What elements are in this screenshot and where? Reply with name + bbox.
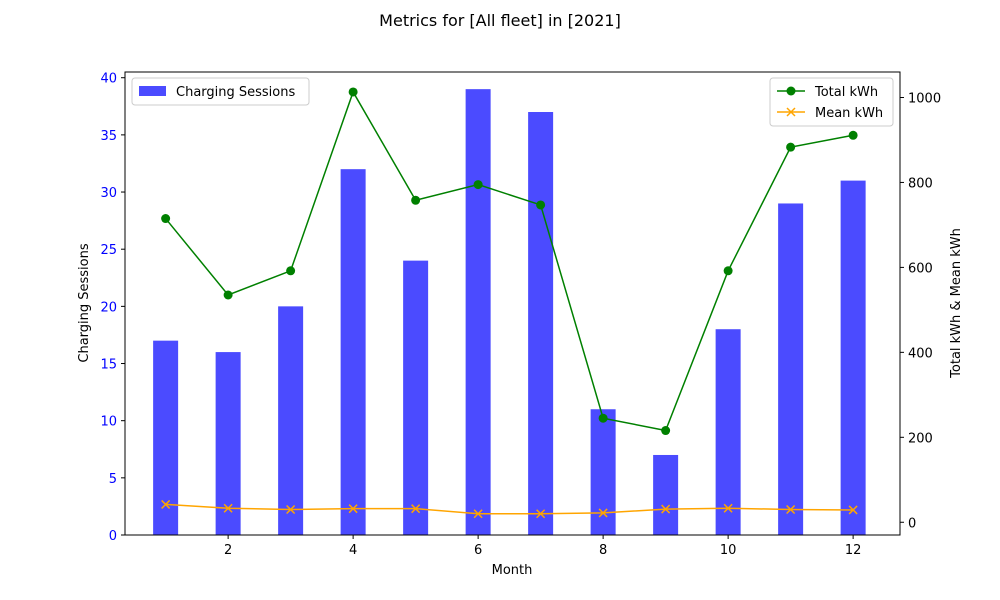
legend-lines: Total kWh Mean kWh	[769, 77, 894, 127]
legend-lines-box	[769, 77, 894, 127]
x-tick-label-8: 8	[599, 543, 607, 558]
x-tick-label-6: 6	[474, 543, 482, 558]
y-left-tick-label-20: 20	[100, 300, 117, 315]
bar-month-10	[715, 329, 741, 535]
lines-layer	[161, 87, 858, 519]
legend-label-mean-kwh: Mean kWh	[815, 106, 883, 121]
y-right-axis-label: Total kWh & Mean kWh	[949, 228, 964, 379]
point-total-kwh-month-9	[661, 426, 671, 436]
y-right-tick-label-200: 200	[908, 431, 933, 446]
bar-month-3	[278, 306, 304, 535]
legend-swatch-charging-sessions	[139, 86, 166, 96]
legend-label-charging-sessions: Charging Sessions	[176, 85, 295, 100]
x-tick-label-4: 4	[349, 543, 357, 558]
bars-layer	[153, 89, 866, 536]
bar-month-8	[590, 409, 616, 535]
y-right-tick-label-600: 600	[908, 261, 933, 276]
bar-month-2	[215, 352, 241, 535]
y-right-axis-ticks: 0 200 400 600 800 1000	[900, 91, 941, 531]
y-left-tick-label-35: 35	[100, 129, 117, 144]
point-mean-kwh-month-8	[598, 508, 608, 518]
point-total-kwh-month-10	[723, 266, 733, 276]
point-mean-kwh-month-1	[161, 499, 171, 509]
line-total-kwh	[165, 90, 854, 432]
legend-swatch-total-kwh-marker	[786, 86, 796, 96]
legend-swatch-mean-kwh-marker	[786, 107, 796, 117]
y-left-axis-ticks: 0 5 10 15 20 25 30 35 40	[100, 72, 125, 544]
y-right-tick-label-0: 0	[908, 516, 916, 531]
point-total-kwh-month-4	[348, 87, 358, 97]
y-right-tick-label-400: 400	[908, 346, 933, 361]
point-total-kwh-month-12	[848, 130, 858, 140]
bar-month-7	[528, 112, 554, 536]
chart-title: Metrics for [All fleet] in [2021]	[379, 11, 621, 30]
x-axis-label: Month	[492, 563, 533, 578]
point-mean-kwh-month-4	[348, 504, 358, 514]
x-tick-label-12: 12	[845, 543, 862, 558]
point-mean-kwh-month-12	[848, 505, 858, 515]
point-mean-kwh-month-2	[223, 503, 233, 513]
y-left-tick-label-5: 5	[109, 472, 117, 487]
point-total-kwh-month-5	[411, 195, 421, 205]
x-tick-label-2: 2	[224, 543, 232, 558]
point-mean-kwh-month-10	[723, 503, 733, 513]
point-total-kwh-month-8	[598, 413, 608, 423]
line-mean-kwh	[165, 503, 854, 515]
x-tick-label-10: 10	[720, 543, 737, 558]
bar-month-6	[465, 89, 491, 536]
y-left-tick-label-10: 10	[100, 415, 117, 430]
y-right-tick-label-1000: 1000	[908, 91, 941, 106]
point-total-kwh-month-6	[473, 180, 483, 190]
legend-label-total-kwh: Total kWh	[814, 85, 878, 100]
y-left-tick-label-0: 0	[109, 529, 117, 544]
point-total-kwh-month-11	[786, 142, 796, 152]
point-mean-kwh-month-6	[473, 509, 483, 519]
y-left-tick-label-40: 40	[100, 72, 117, 87]
y-left-axis-label: Charging Sessions	[77, 243, 92, 362]
y-left-tick-label-25: 25	[100, 243, 117, 258]
point-mean-kwh-month-3	[286, 504, 296, 515]
legend-bars-box	[131, 77, 310, 106]
bar-month-11	[778, 203, 804, 536]
point-mean-kwh-month-9	[661, 504, 671, 514]
y-left-tick-label-15: 15	[100, 358, 117, 373]
bar-month-1	[153, 340, 179, 535]
bar-month-12	[840, 180, 866, 536]
x-axis-ticks: 2 4 6 8 10 12	[224, 535, 861, 558]
point-mean-kwh-month-7	[536, 509, 546, 519]
point-mean-kwh-month-5	[411, 504, 421, 514]
point-total-kwh-month-7	[536, 200, 546, 210]
plot-frame	[124, 71, 901, 536]
bar-month-4	[340, 169, 366, 535]
point-total-kwh-month-3	[286, 266, 296, 276]
point-mean-kwh-month-11	[786, 504, 796, 515]
legend-bars: Charging Sessions	[131, 77, 310, 106]
y-right-tick-label-800: 800	[908, 176, 933, 191]
y-left-tick-label-30: 30	[100, 186, 117, 201]
point-total-kwh-month-2	[223, 290, 233, 300]
point-total-kwh-month-1	[161, 214, 171, 224]
bar-month-5	[403, 260, 429, 535]
bar-month-9	[653, 454, 679, 535]
